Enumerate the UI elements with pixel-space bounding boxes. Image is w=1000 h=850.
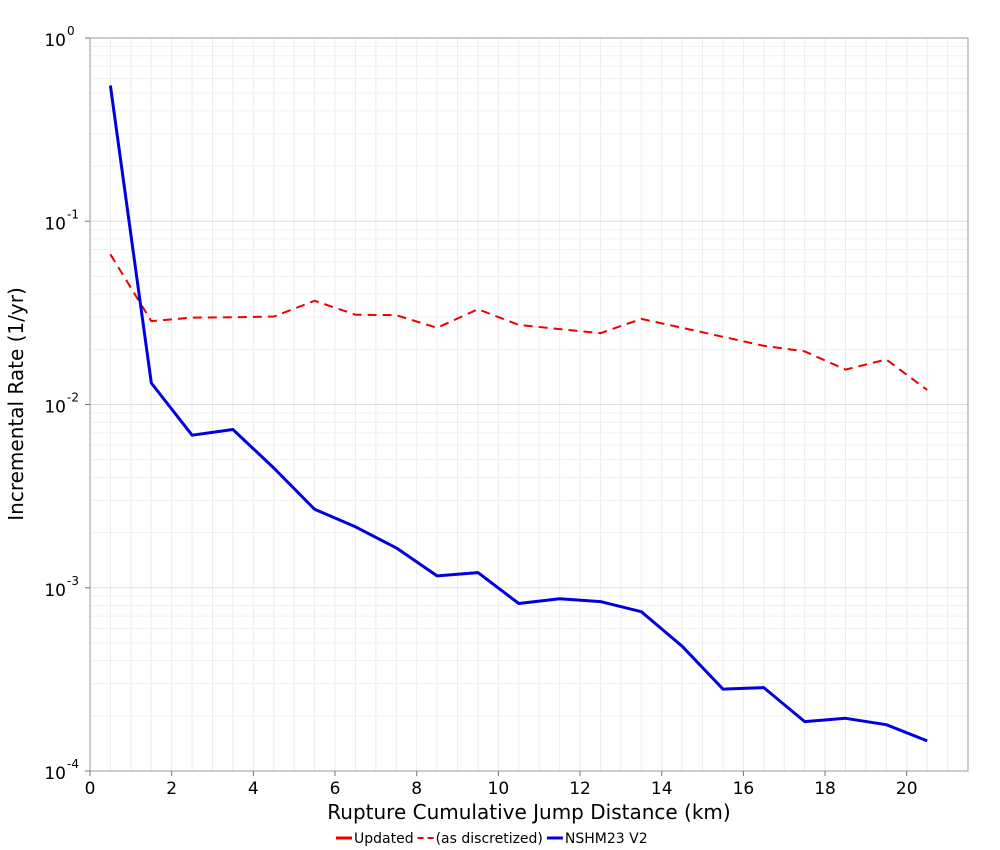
x-tick-label: 12 xyxy=(569,779,591,799)
x-tick-label: 14 xyxy=(651,779,673,799)
x-tick-label: 16 xyxy=(733,779,755,799)
y-tick-exponent: -4 xyxy=(67,757,79,771)
y-tick-label: 10 xyxy=(44,398,66,418)
series-group xyxy=(108,85,928,743)
x-tick-label: 18 xyxy=(814,779,836,799)
x-tick-label: 20 xyxy=(896,779,918,799)
legend-label: Updated xyxy=(354,831,414,847)
y-axis-title: Incremental Rate (1/yr) xyxy=(4,287,28,520)
y-tick-label: 10 xyxy=(44,31,66,51)
series-line xyxy=(108,85,928,743)
x-tick-label: 2 xyxy=(166,779,177,799)
grid xyxy=(89,38,969,772)
y-tick-exponent: 0 xyxy=(67,24,75,38)
x-tick-label: 8 xyxy=(411,779,422,799)
x-tick-label: 6 xyxy=(330,779,341,799)
x-axis-title: Rupture Cumulative Jump Distance (km) xyxy=(327,800,730,824)
y-tick-exponent: -3 xyxy=(67,574,79,588)
x-tick-label: 4 xyxy=(248,779,259,799)
series-line xyxy=(109,253,928,391)
y-tick-exponent: -1 xyxy=(67,207,79,221)
y-tick-label: 10 xyxy=(44,764,66,784)
y-tick-exponent: -2 xyxy=(67,391,79,405)
x-tick-label: 0 xyxy=(85,779,96,799)
y-tick-label: 10 xyxy=(44,214,66,234)
legend-label: (as discretized) xyxy=(436,831,543,847)
legend: Updated (as discretized) NSHM23 V2 xyxy=(336,831,648,847)
legend-label: NSHM23 V2 xyxy=(565,831,648,847)
x-tick-label: 10 xyxy=(488,779,510,799)
y-tick-label: 10 xyxy=(44,581,66,601)
